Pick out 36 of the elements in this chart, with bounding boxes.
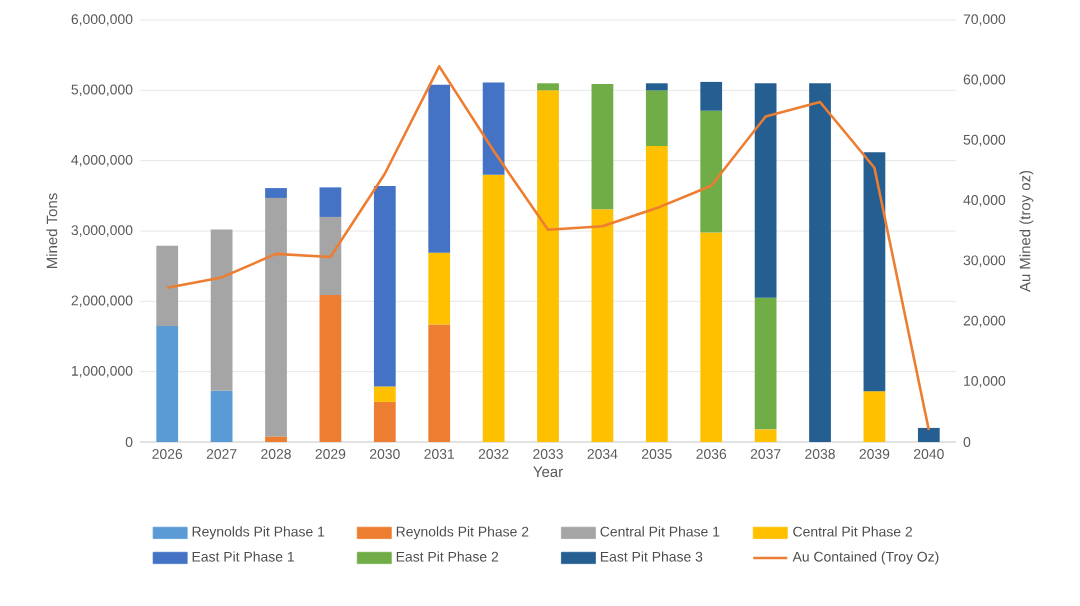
bar [319, 187, 342, 217]
bar [863, 152, 886, 392]
bar [265, 188, 287, 198]
bar [319, 216, 342, 295]
bar [700, 81, 723, 111]
bar [917, 427, 940, 442]
bar [265, 436, 287, 442]
bar [809, 83, 831, 442]
bar [156, 245, 179, 326]
line-series [165, 65, 931, 432]
bar [482, 174, 505, 442]
bar [428, 84, 451, 253]
bar [428, 324, 451, 442]
bar [210, 229, 233, 391]
bar [645, 83, 668, 91]
bar [754, 83, 777, 298]
bar [210, 390, 233, 442]
bar [537, 90, 559, 442]
bar [373, 185, 396, 387]
bar [645, 145, 668, 442]
bar [265, 197, 287, 437]
bar [591, 84, 614, 210]
bar [754, 429, 777, 442]
bar [428, 252, 451, 325]
bar [700, 110, 723, 233]
bar [319, 295, 342, 442]
bar [591, 209, 614, 442]
bar [700, 232, 723, 442]
bar [754, 297, 777, 430]
bar [645, 90, 668, 146]
bar [537, 83, 559, 91]
bar [156, 325, 179, 442]
bar [373, 401, 396, 442]
bar [373, 386, 396, 402]
bar [482, 82, 505, 175]
bar [863, 391, 886, 442]
